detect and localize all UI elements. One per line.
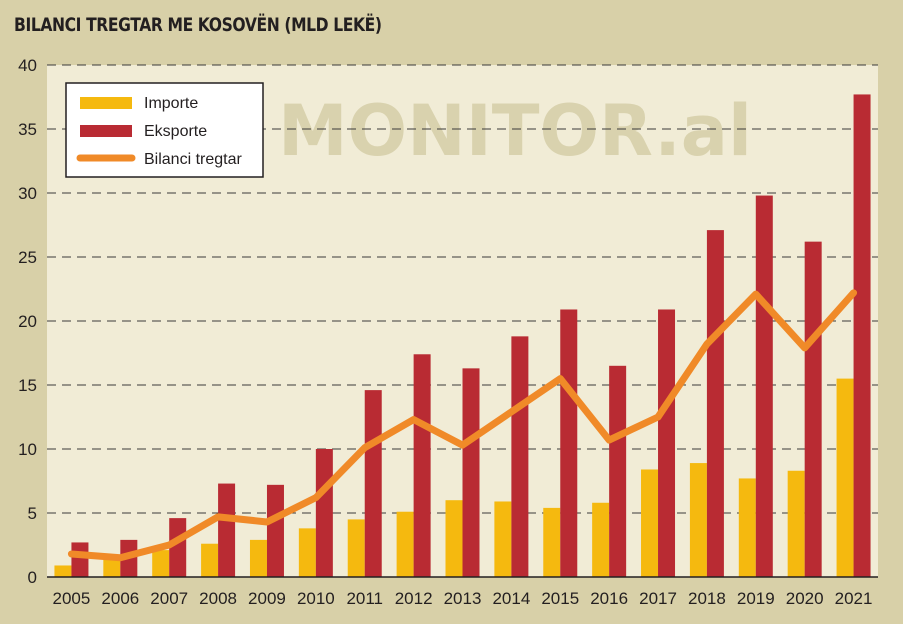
- x-tick-label: 2012: [395, 589, 433, 608]
- bars: [54, 94, 871, 577]
- y-tick-label: 30: [18, 184, 37, 203]
- y-tick-label: 0: [28, 568, 37, 587]
- bar-eksporte: [511, 336, 529, 577]
- bar-eksporte: [609, 365, 627, 577]
- bar-importe: [152, 550, 170, 577]
- legend-swatch-exports: [80, 125, 132, 137]
- bar-eksporte: [413, 354, 431, 577]
- bar-importe: [103, 559, 121, 577]
- bar-importe: [201, 543, 219, 577]
- x-tick-label: 2009: [248, 589, 286, 608]
- x-tick-label: 2013: [444, 589, 482, 608]
- x-tick-label: 2011: [346, 589, 383, 608]
- y-tick-label: 25: [18, 248, 37, 267]
- bar-importe: [641, 469, 659, 577]
- legend: Importe Eksporte Bilanci tregtar: [65, 82, 264, 178]
- x-tick-label: 2006: [101, 589, 139, 608]
- bar-eksporte: [755, 195, 773, 577]
- bar-importe: [689, 463, 707, 577]
- bar-importe: [54, 565, 72, 577]
- bar-importe: [836, 378, 854, 577]
- x-tick-label: 2019: [737, 589, 775, 608]
- y-axis-ticks: 0 5 10 15 20 25 30 35 40: [18, 56, 37, 587]
- watermark: MONITOR.al: [278, 90, 752, 172]
- y-tick-label: 35: [18, 120, 37, 139]
- x-tick-label: 2010: [297, 589, 335, 608]
- bar-eksporte: [71, 542, 89, 577]
- bar-eksporte: [462, 368, 480, 577]
- bar-importe: [738, 478, 756, 577]
- bar-importe: [396, 511, 414, 577]
- bar-eksporte: [218, 483, 236, 577]
- bar-importe: [787, 470, 805, 577]
- bar-eksporte: [853, 94, 871, 577]
- bar-eksporte: [658, 309, 676, 577]
- bar-eksporte: [560, 309, 578, 577]
- bar-eksporte: [169, 518, 187, 577]
- chart-title: BILANCI TREGTAR ME KOSOVËN (MLD LEKË): [14, 14, 382, 36]
- x-tick-label: 2016: [590, 589, 628, 608]
- bar-importe: [347, 519, 365, 577]
- bar-eksporte: [315, 449, 333, 577]
- x-tick-label: 2014: [492, 589, 530, 608]
- x-tick-label: 2018: [688, 589, 726, 608]
- legend-label-balance: Bilanci tregtar: [144, 151, 242, 168]
- x-tick-label: 2005: [53, 589, 91, 608]
- y-tick-label: 15: [18, 376, 37, 395]
- x-axis-ticks: 2005 2006 2007 2008 2009 2010 2011 2012 2013 2014…: [53, 589, 873, 608]
- x-tick-label: 2015: [541, 589, 579, 608]
- bar-importe: [249, 539, 267, 577]
- legend-swatch-imports: [80, 97, 132, 109]
- bar-importe: [298, 528, 316, 577]
- bar-importe: [445, 500, 463, 577]
- legend-label-exports: Eksporte: [144, 123, 207, 140]
- bar-importe: [592, 502, 610, 577]
- y-tick-label: 5: [28, 504, 37, 523]
- legend-label-imports: Importe: [144, 95, 198, 112]
- y-tick-label: 20: [18, 312, 37, 331]
- bar-eksporte: [364, 390, 382, 577]
- balance-line: [67, 289, 858, 562]
- y-tick-label: 10: [18, 440, 37, 459]
- x-tick-label: 2008: [199, 589, 237, 608]
- bar-eksporte: [266, 484, 284, 577]
- y-tick-label: 40: [18, 56, 37, 75]
- bar-eksporte: [706, 230, 724, 577]
- x-tick-label: 2017: [639, 589, 677, 608]
- x-tick-label: 2007: [150, 589, 188, 608]
- bar-importe: [494, 501, 512, 577]
- x-tick-label: 2020: [786, 589, 824, 608]
- bar-eksporte: [804, 241, 822, 577]
- bar-importe: [543, 507, 561, 577]
- x-tick-label: 2021: [835, 589, 873, 608]
